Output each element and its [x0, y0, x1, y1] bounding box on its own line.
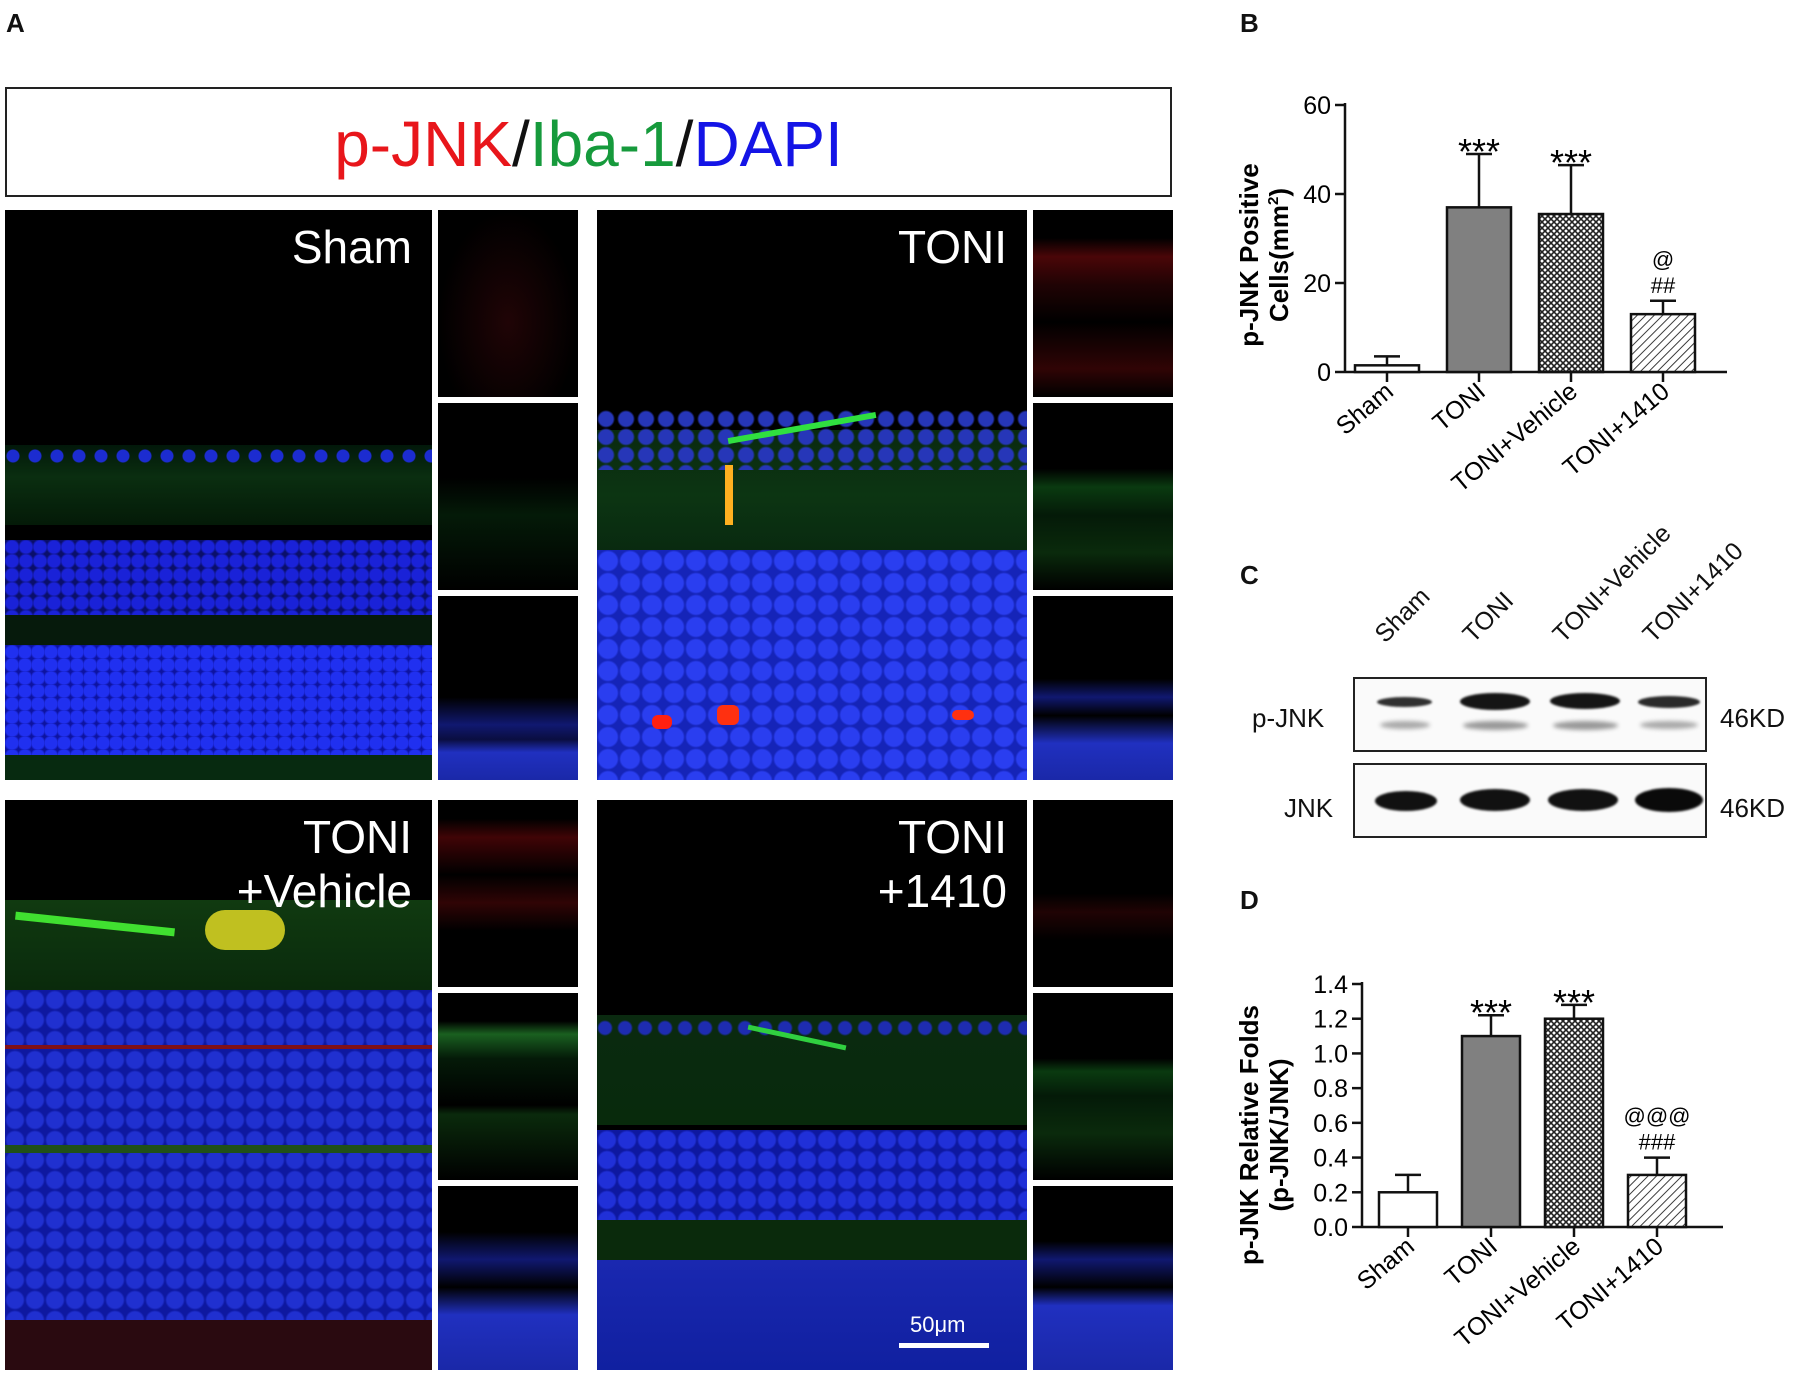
chart-b-significance-mark: *** [1458, 131, 1500, 172]
micrograph-label-line: TONI [897, 811, 1007, 863]
chart-b-significance-mark: ## [1651, 273, 1676, 298]
wb-size-label: 46KD [1720, 703, 1786, 733]
western-blot: Sham TONI TONI+Vehicle TONI+1410 p-JNK 4… [1230, 519, 1807, 860]
micrograph-label-line: Sham [291, 221, 412, 273]
chart-d-bar [1543, 1017, 1605, 1229]
channel-blue-vehicle [438, 1186, 578, 1370]
chart-b-significance-mark: *** [1550, 142, 1592, 183]
wb-row-label: JNK [1284, 793, 1334, 823]
chart-d-ylabel-line2: (p-JNK/JNK) [1264, 1058, 1294, 1211]
chart-b-bar [1629, 312, 1697, 374]
chart-b-y-tick-label: 60 [1303, 92, 1331, 120]
chart-d-significance-mark: *** [1553, 982, 1595, 1023]
micrograph-label-line: TONI [302, 811, 412, 863]
panel-letter-b: B [1240, 8, 1259, 38]
chart-b-y-tick-label: 40 [1303, 181, 1331, 209]
chart-b-ylabel-line1: p-JNK Positive [1234, 163, 1264, 347]
channel-red-vehicle [438, 800, 578, 987]
channel-blue-1410 [1033, 1186, 1173, 1370]
channel-green-1410 [1033, 993, 1173, 1180]
chart-b-y-tick-label: 0 [1317, 359, 1331, 387]
channel-blue-sham [438, 596, 578, 780]
channel-green-vehicle [438, 993, 578, 1180]
chart-d-x-tick-label: Sham [1352, 1232, 1420, 1295]
micrograph-label-line: +1410 [877, 865, 1007, 917]
micrograph-label: TONI +1410 [878, 810, 1007, 918]
chart-d-y-tick-label: 1.2 [1313, 1006, 1348, 1034]
chart-d-y-tick-label: 1.4 [1313, 971, 1348, 999]
chart-d-y-tick-label: 1.0 [1313, 1040, 1348, 1068]
wb-row-label: p-JNK [1252, 703, 1325, 733]
chart-d-ylabel-line1: p-JNK Relative Folds [1234, 1005, 1264, 1265]
chart-d-significance-mark: @@@ [1624, 1104, 1691, 1129]
legend-separator: / [512, 108, 530, 180]
wb-size-label: 46KD [1720, 793, 1786, 823]
chart-d-significance-mark: *** [1470, 992, 1512, 1033]
chart-d-y-tick-label: 0.4 [1313, 1145, 1348, 1173]
chart-d-y-tick-label: 0.8 [1313, 1075, 1348, 1103]
micrograph-label-line: +Vehicle [236, 865, 412, 917]
scale-bar [899, 1343, 989, 1348]
chart-d-bar [1377, 1191, 1439, 1229]
channel-red-1410 [1033, 800, 1173, 987]
chart-b-bar [1537, 212, 1605, 374]
chart-b-bar [1445, 206, 1513, 374]
panel-letter-d: D [1240, 885, 1259, 915]
legend-separator: / [675, 108, 694, 180]
channel-blue-toni [1033, 596, 1173, 780]
micrograph-sham: Sham [5, 210, 432, 780]
chart-b-bar [1353, 364, 1421, 374]
chart-d-bar [1460, 1034, 1522, 1229]
chart-b-x-tick-label: Sham [1331, 377, 1399, 440]
chart-b-x-tick-label: TONI [1427, 377, 1490, 437]
micrograph-label-line: TONI [897, 221, 1007, 273]
chart-b-significance-mark: @ [1652, 247, 1674, 272]
micrograph-label: TONI +Vehicle [237, 810, 412, 918]
micrograph-toni: TONI [597, 210, 1027, 780]
channel-green-sham [438, 403, 578, 590]
chart-d-x-tick-label: TONI [1439, 1232, 1502, 1292]
channel-green-toni [1033, 403, 1173, 590]
channel-red-sham [438, 210, 578, 397]
channel-red-toni [1033, 210, 1173, 397]
legend-pjnk: p-JNK [334, 108, 512, 180]
wb-lane-label: Sham [1369, 582, 1436, 649]
panel-letter-a: A [6, 8, 25, 38]
chart-d-y-tick-label: 0.0 [1313, 1214, 1348, 1242]
chart-d-y-tick-label: 0.2 [1313, 1179, 1348, 1207]
wb-row-pjnk [1353, 677, 1707, 752]
stain-legend-text: p-JNK/Iba-1/DAPI [7, 107, 1170, 181]
chart-d-y-tick-label: 0.6 [1313, 1110, 1348, 1138]
legend-dapi: DAPI [693, 108, 843, 180]
chart-b-ylabel-line2: Cells(mm2) [1264, 188, 1294, 322]
micrograph-label: Sham [292, 220, 412, 274]
chart-d-significance-mark: ### [1639, 1130, 1676, 1155]
wb-lane-label: TONI [1457, 586, 1520, 649]
micrograph-toni-vehicle: TONI +Vehicle [5, 800, 432, 1370]
wb-row-jnk [1353, 763, 1707, 838]
stain-legend: p-JNK/Iba-1/DAPI [5, 87, 1172, 197]
panel-letter-c: C [1240, 560, 1259, 590]
micrograph-toni-1410: TONI +1410 50μm [597, 800, 1027, 1370]
micrograph-label: TONI [898, 220, 1007, 274]
chart-d-bar [1626, 1173, 1688, 1229]
legend-iba1: Iba-1 [529, 108, 676, 180]
scale-bar-label: 50μm [910, 1312, 966, 1337]
chart-b-y-tick-label: 20 [1303, 270, 1331, 298]
